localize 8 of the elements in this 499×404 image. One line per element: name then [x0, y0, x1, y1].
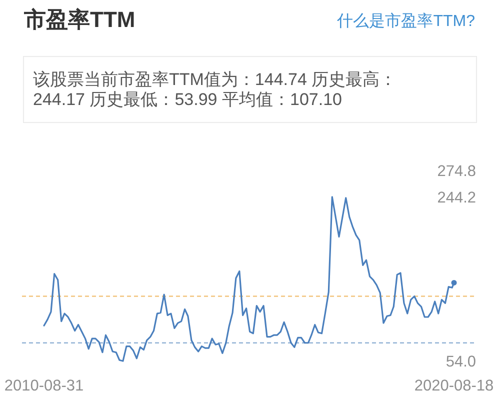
x-tick-label: 2010-08-31	[4, 377, 84, 394]
y-tick-label: 274.8	[437, 162, 476, 180]
chart-title: 市盈率TTM	[23, 7, 136, 32]
chart-subtitle: 该股票当前市盈率TTM值为：144.74 历史最高：244.17 历史最低：53.99 平均值：107.10	[33, 70, 398, 110]
y-tick-label: 54.0	[446, 353, 476, 370]
x-tick-label: 2020-08-18	[414, 377, 494, 394]
y-tick-label: 244.2	[437, 189, 476, 206]
text: 什么是市盈率TTM?	[336, 12, 476, 30]
